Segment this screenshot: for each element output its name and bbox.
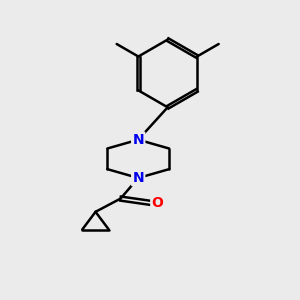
Text: N: N — [132, 171, 144, 185]
Text: N: N — [132, 133, 144, 147]
Text: O: O — [151, 196, 163, 210]
